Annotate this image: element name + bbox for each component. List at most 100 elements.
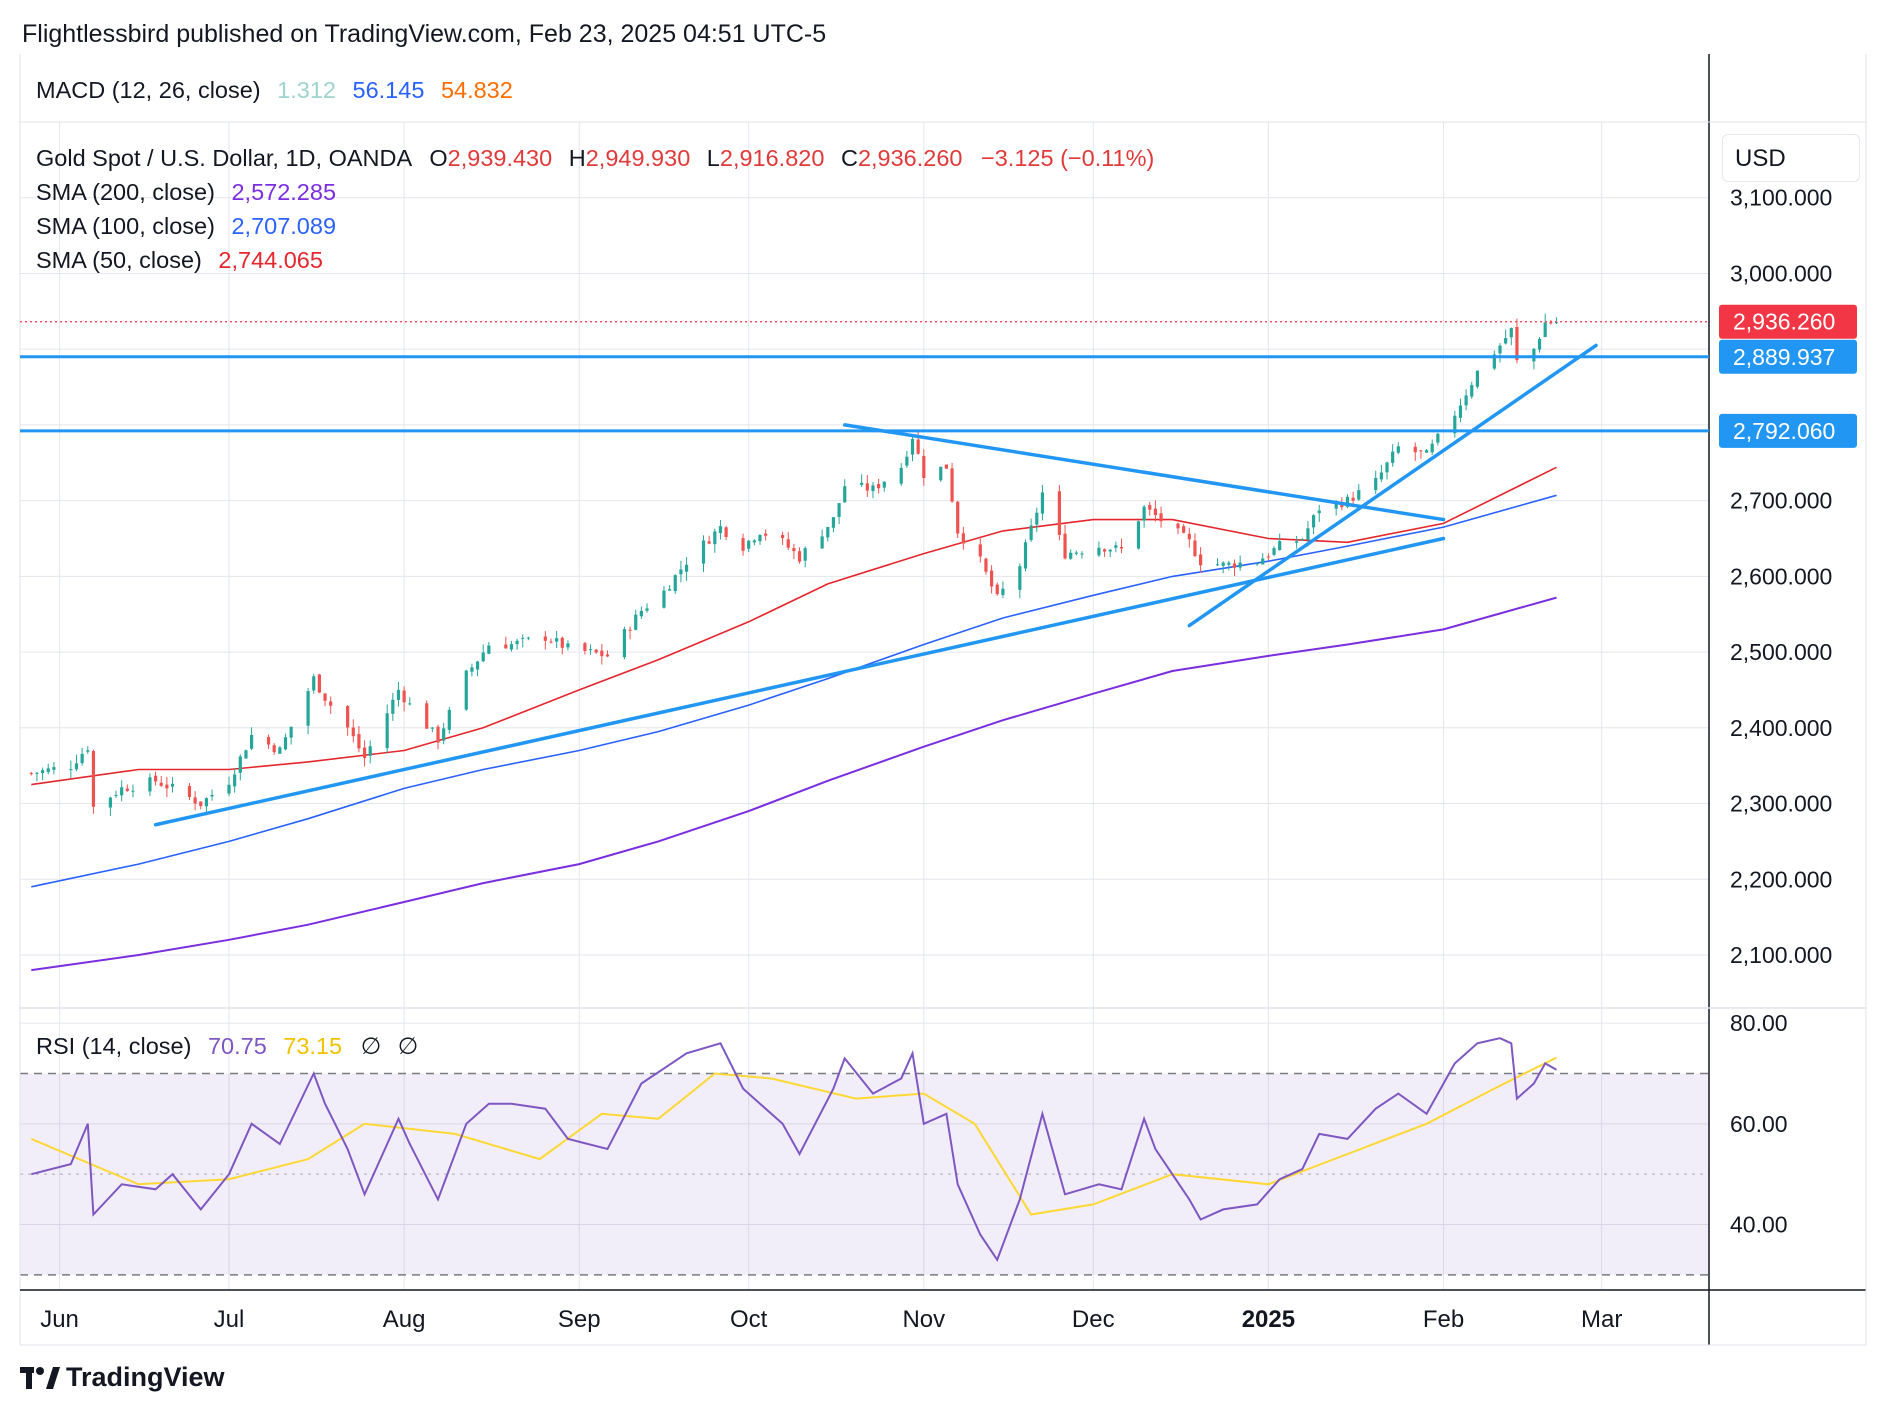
candle-body <box>1413 446 1417 453</box>
candle-body <box>939 466 943 481</box>
candle-body <box>1221 562 1225 566</box>
candle-body <box>80 753 84 764</box>
candle-body <box>204 798 209 807</box>
rsi-band-layer <box>20 1072 1709 1276</box>
candle-body <box>521 637 525 639</box>
candle-body <box>1391 451 1395 463</box>
candle-body <box>758 535 762 542</box>
candle-body <box>464 670 468 710</box>
time-tick-label: Oct <box>730 1306 768 1333</box>
time-tick-label: Dec <box>1072 1306 1115 1333</box>
candle-body <box>1142 506 1146 521</box>
candle-body <box>1119 546 1124 549</box>
low-value: 2,916.820 <box>719 145 825 171</box>
candle-body <box>820 536 824 549</box>
candle-body <box>1492 354 1496 369</box>
candle-body <box>1266 556 1270 558</box>
candle-body <box>120 787 124 796</box>
candle-body <box>329 701 333 706</box>
candle-body <box>882 481 886 488</box>
candle-body <box>1532 348 1536 362</box>
candle-body <box>764 533 768 536</box>
currency-selector[interactable]: USD <box>1722 134 1860 182</box>
candle-body <box>871 485 875 492</box>
candle-body <box>662 590 666 608</box>
candle-body <box>752 540 756 543</box>
sma200-legend[interactable]: SMA (200, close) 2,572.285 <box>36 179 336 206</box>
rsi-ma-line <box>30 1056 1557 1216</box>
candle-body <box>272 745 276 753</box>
candle-body <box>718 526 723 534</box>
drawings-layer <box>20 321 1709 827</box>
candle-body <box>588 649 593 651</box>
candle-body <box>74 763 79 770</box>
candle-body <box>922 455 926 479</box>
candle-body <box>1035 512 1039 525</box>
candle-body <box>1345 496 1350 507</box>
candle-body <box>1537 338 1542 350</box>
macd-value: 1.312 <box>277 77 336 103</box>
candle-body <box>199 801 203 807</box>
rsi-legend[interactable]: RSI (14, close) 70.75 73.15 ∅ ∅ <box>36 1032 418 1060</box>
candle-body <box>425 703 429 729</box>
level-price-label: 2,792.060 <box>1733 418 1835 444</box>
candle-body <box>1097 547 1101 556</box>
symbol-title: Gold Spot / U.S. Dollar, 1D, OANDA <box>36 145 411 171</box>
candle-body <box>1261 558 1265 565</box>
trend-line <box>842 423 1446 522</box>
candle-body <box>1238 562 1242 568</box>
trend-line <box>153 536 1446 827</box>
candle-body <box>978 544 982 557</box>
sma50-legend[interactable]: SMA (50, close) 2,744.065 <box>36 247 323 274</box>
macd-legend-label: MACD (12, 26, close) <box>36 77 261 103</box>
sma100-line <box>31 494 1557 888</box>
candle-body <box>526 637 530 639</box>
last-price-label: 2,936.260 <box>1733 309 1835 335</box>
candle-body <box>622 629 627 658</box>
candle-body <box>865 483 869 491</box>
candle-body <box>1176 523 1180 529</box>
candle-body <box>1504 338 1508 344</box>
candle-body <box>639 610 643 617</box>
level-price-tag <box>1719 413 1857 448</box>
candle-body <box>35 772 39 774</box>
candle-body <box>396 689 401 700</box>
candle-body <box>786 539 790 548</box>
candle-body <box>391 699 395 714</box>
time-tick-label: 2025 <box>1242 1306 1295 1333</box>
candle-body <box>131 790 135 792</box>
candle-body <box>278 747 282 754</box>
rsi-tick-label: 60.00 <box>1730 1111 1788 1137</box>
candle-body <box>797 551 802 562</box>
price-tick-label: 2,700.000 <box>1730 488 1832 514</box>
time-tick-label: Mar <box>1581 1306 1622 1333</box>
candle-body <box>1509 328 1513 338</box>
candle-body <box>792 548 796 552</box>
rsi-tick-label: 80.00 <box>1730 1010 1788 1036</box>
candle-body <box>1272 548 1276 555</box>
candle-body <box>1182 526 1186 533</box>
high-value: 2,949.930 <box>585 145 691 171</box>
candle-body <box>86 750 90 752</box>
candle-body <box>1470 385 1474 397</box>
sma100-legend[interactable]: SMA (100, close) 2,707.089 <box>36 213 336 240</box>
candle-body <box>470 667 474 672</box>
candle-body <box>323 693 327 701</box>
rsi-ma-value: 73.15 <box>283 1033 343 1059</box>
candle-body <box>346 706 350 728</box>
candle-body <box>1543 322 1547 338</box>
close-label: C <box>840 145 858 171</box>
symbol-legend[interactable]: Gold Spot / U.S. Dollar, 1D, OANDA O2,93… <box>36 145 1154 172</box>
candle-body <box>1057 491 1061 535</box>
candle-body <box>1114 545 1118 548</box>
brand-name: TradingView <box>66 1362 225 1392</box>
tradingview-brand[interactable]: TradingView <box>20 1362 225 1393</box>
macd-legend[interactable]: MACD (12, 26, close) 1.312 56.145 54.832 <box>36 77 513 104</box>
high-label: H <box>568 145 586 171</box>
sma200-value: 2,572.285 <box>231 179 337 205</box>
time-tick-label: Nov <box>902 1306 945 1333</box>
candle-body <box>1023 542 1028 569</box>
macd-signal-value: 56.145 <box>352 77 425 103</box>
candle-body <box>368 746 372 756</box>
candle-body <box>436 726 440 743</box>
